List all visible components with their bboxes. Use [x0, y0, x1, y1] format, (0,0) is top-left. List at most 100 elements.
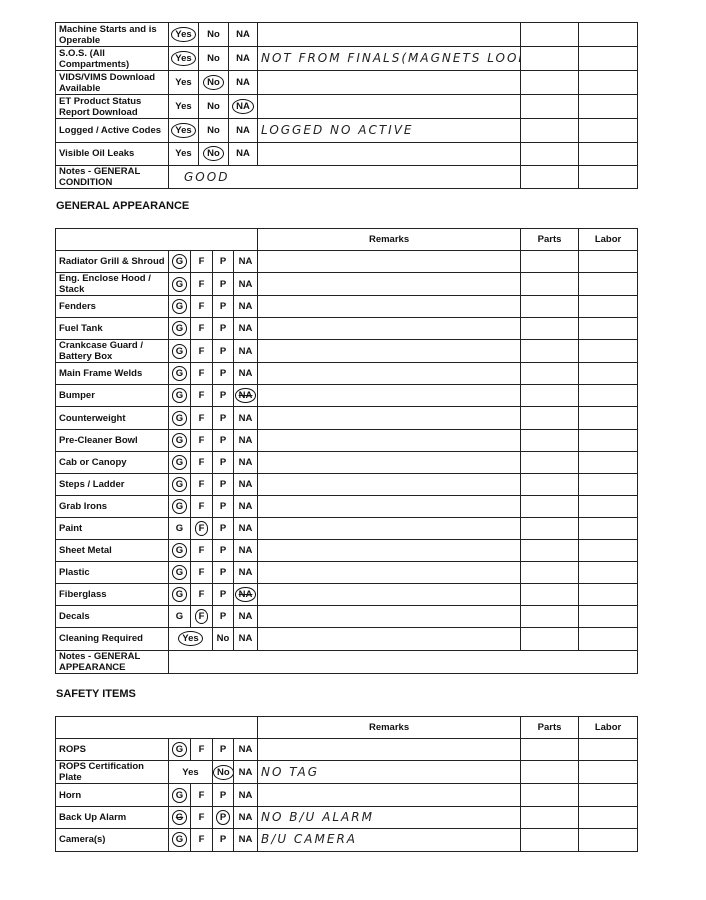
- option-na[interactable]: NA: [232, 472, 259, 496]
- option-na[interactable]: NA: [228, 22, 258, 47]
- option-p[interactable]: P: [212, 605, 234, 629]
- option-yes[interactable]: Yes: [168, 94, 199, 119]
- option-f[interactable]: F: [190, 828, 213, 852]
- option-yes[interactable]: Yes: [168, 627, 213, 651]
- option-f[interactable]: F: [190, 605, 213, 629]
- option-p[interactable]: P: [212, 805, 234, 830]
- option-p[interactable]: P: [212, 583, 234, 607]
- option-f[interactable]: F: [190, 339, 213, 364]
- option-f[interactable]: F: [190, 737, 213, 762]
- option-na[interactable]: NA: [232, 516, 259, 541]
- option-g[interactable]: G: [168, 828, 191, 852]
- option-p[interactable]: P: [212, 828, 234, 852]
- option-p[interactable]: P: [212, 450, 234, 474]
- option-f[interactable]: F: [190, 539, 213, 563]
- option-no[interactable]: No: [198, 46, 229, 71]
- option-g[interactable]: G: [168, 605, 191, 629]
- option-yes[interactable]: Yes: [168, 760, 213, 785]
- option-g[interactable]: G: [168, 295, 191, 319]
- option-f[interactable]: F: [190, 384, 213, 408]
- option-na[interactable]: NA: [232, 249, 259, 274]
- option-na[interactable]: NA: [232, 339, 259, 364]
- option-na[interactable]: NA: [232, 737, 259, 762]
- option-yes[interactable]: Yes: [168, 141, 199, 166]
- option-p[interactable]: P: [212, 295, 234, 319]
- option-f[interactable]: F: [190, 406, 213, 430]
- option-p[interactable]: P: [212, 539, 234, 563]
- option-f[interactable]: F: [190, 805, 213, 830]
- option-p[interactable]: P: [212, 249, 234, 274]
- option-no[interactable]: No: [198, 118, 229, 143]
- option-no[interactable]: No: [198, 70, 229, 95]
- option-na[interactable]: NA: [232, 317, 259, 341]
- option-f[interactable]: F: [190, 472, 213, 496]
- option-na[interactable]: NA: [232, 494, 259, 518]
- option-yes[interactable]: Yes: [168, 22, 199, 47]
- option-p[interactable]: P: [212, 783, 234, 807]
- option-na[interactable]: NA: [228, 70, 258, 95]
- option-g[interactable]: G: [168, 494, 191, 518]
- option-na[interactable]: NA: [232, 760, 259, 785]
- option-p[interactable]: P: [212, 516, 234, 541]
- option-f[interactable]: F: [190, 583, 213, 607]
- option-g[interactable]: G: [168, 362, 191, 386]
- option-g[interactable]: G: [168, 516, 191, 541]
- option-na[interactable]: NA: [232, 295, 259, 319]
- option-yes[interactable]: Yes: [168, 118, 199, 143]
- option-p[interactable]: P: [212, 362, 234, 386]
- option-g[interactable]: G: [168, 317, 191, 341]
- option-na[interactable]: NA: [232, 406, 259, 430]
- option-f[interactable]: F: [190, 783, 213, 807]
- option-p[interactable]: P: [212, 561, 234, 585]
- option-na[interactable]: NA: [232, 272, 259, 297]
- option-na[interactable]: NA: [228, 118, 258, 143]
- option-p[interactable]: P: [212, 737, 234, 762]
- option-na[interactable]: NA: [232, 583, 259, 607]
- option-g[interactable]: G: [168, 339, 191, 364]
- option-p[interactable]: P: [212, 494, 234, 518]
- option-na[interactable]: NA: [232, 605, 259, 629]
- option-f[interactable]: F: [190, 516, 213, 541]
- option-na[interactable]: NA: [228, 46, 258, 71]
- option-g[interactable]: G: [168, 428, 191, 452]
- option-g[interactable]: G: [168, 561, 191, 585]
- option-f[interactable]: F: [190, 249, 213, 274]
- option-g[interactable]: G: [168, 450, 191, 474]
- option-na[interactable]: NA: [232, 783, 259, 807]
- option-p[interactable]: P: [212, 406, 234, 430]
- option-yes[interactable]: Yes: [168, 70, 199, 95]
- option-g[interactable]: G: [168, 406, 191, 430]
- option-na[interactable]: NA: [232, 828, 259, 852]
- option-na[interactable]: NA: [232, 539, 259, 563]
- option-g[interactable]: G: [168, 805, 191, 830]
- option-g[interactable]: G: [168, 737, 191, 762]
- option-na[interactable]: NA: [228, 94, 258, 119]
- option-no[interactable]: No: [212, 627, 234, 651]
- option-no[interactable]: No: [212, 760, 234, 785]
- option-no[interactable]: No: [198, 141, 229, 166]
- option-f[interactable]: F: [190, 428, 213, 452]
- option-f[interactable]: F: [190, 494, 213, 518]
- option-g[interactable]: G: [168, 783, 191, 807]
- option-g[interactable]: G: [168, 272, 191, 297]
- option-p[interactable]: P: [212, 272, 234, 297]
- option-f[interactable]: F: [190, 317, 213, 341]
- option-yes[interactable]: Yes: [168, 46, 199, 71]
- option-na[interactable]: NA: [228, 141, 258, 166]
- option-na[interactable]: NA: [232, 561, 259, 585]
- option-g[interactable]: G: [168, 539, 191, 563]
- option-g[interactable]: G: [168, 583, 191, 607]
- option-p[interactable]: P: [212, 472, 234, 496]
- option-no[interactable]: No: [198, 94, 229, 119]
- option-p[interactable]: P: [212, 428, 234, 452]
- option-f[interactable]: F: [190, 362, 213, 386]
- option-no[interactable]: No: [198, 22, 229, 47]
- option-na[interactable]: NA: [232, 362, 259, 386]
- option-na[interactable]: NA: [232, 384, 259, 408]
- option-f[interactable]: F: [190, 295, 213, 319]
- option-g[interactable]: G: [168, 472, 191, 496]
- option-na[interactable]: NA: [232, 450, 259, 474]
- option-na[interactable]: NA: [232, 627, 259, 651]
- option-g[interactable]: G: [168, 249, 191, 274]
- option-f[interactable]: F: [190, 561, 213, 585]
